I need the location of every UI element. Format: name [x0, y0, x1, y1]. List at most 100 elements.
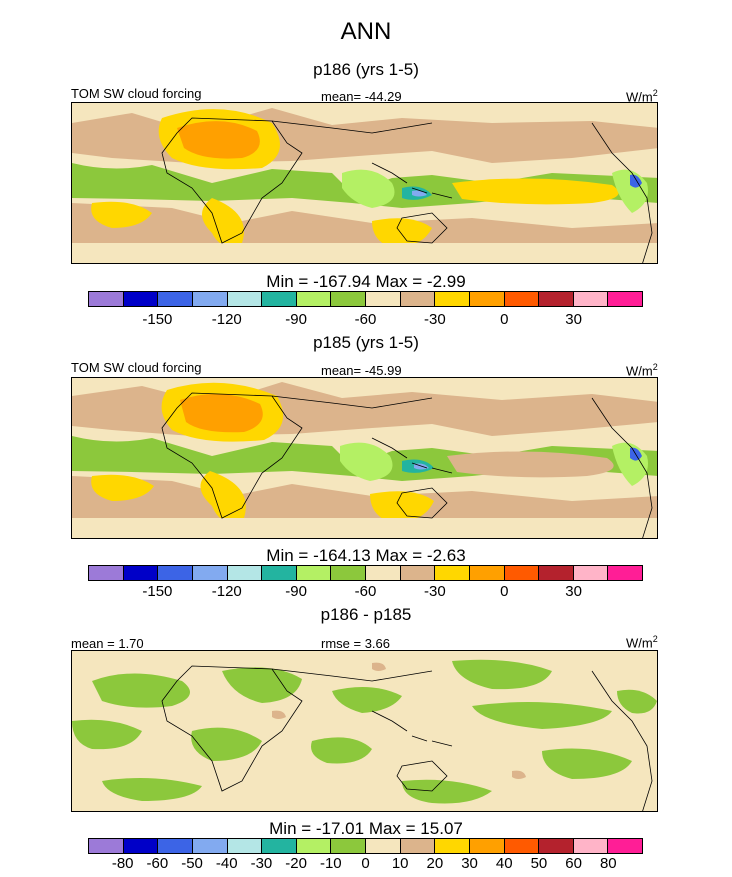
colorbar-box-7: [331, 566, 366, 580]
colorbar-box-6: [296, 566, 332, 580]
colorbar-tick-label: 80: [599, 855, 617, 872]
colorbar-box-3: [192, 292, 228, 306]
colorbar-box-5: [262, 292, 297, 306]
colorbar-box-6: [296, 292, 332, 306]
panel2-title: p185 (yrs 1-5): [313, 333, 419, 352]
panel3-map: [71, 650, 658, 812]
colorbar-box-2: [158, 839, 193, 853]
colorbar-box-14: [573, 839, 609, 853]
panel1-left-label: TOM SW cloud forcing: [71, 86, 202, 101]
panel1-title: p186 (yrs 1-5): [313, 60, 419, 79]
colorbar-box-13: [539, 839, 574, 853]
colorbar-tick-label: 40: [495, 855, 513, 872]
colorbar-box-1: [123, 292, 159, 306]
panel3-mean-label: mean = 1.70: [71, 636, 144, 651]
colorbar-box-14: [573, 566, 609, 580]
colorbar-box-8: [366, 566, 401, 580]
colorbar-tick-label: -90: [285, 583, 307, 600]
panel2-minmax: Min = -164.13 Max = -2.63: [266, 546, 466, 565]
colorbar-box-11: [469, 839, 505, 853]
panel3-minmax: Min = -17.01 Max = 15.07: [269, 819, 463, 838]
colorbar-box-9: [400, 839, 436, 853]
colorbar-box-3: [192, 839, 228, 853]
colorbar-box-12: [504, 292, 540, 306]
panel3-colorbar: [88, 838, 643, 854]
colorbar-box-7: [331, 839, 366, 853]
colorbar-tick-label: -30: [250, 855, 273, 872]
colorbar-box-11: [469, 566, 505, 580]
panel3-rmse-label: rmse = 3.66: [321, 636, 391, 651]
colorbar-box-8: [366, 839, 401, 853]
panel2-left-label: TOM SW cloud forcing: [71, 360, 202, 375]
colorbar-tick-label: 0: [500, 583, 509, 600]
colorbar-tick-label: -80: [111, 855, 134, 872]
colorbar-tick-label: 10: [391, 855, 409, 872]
colorbar-tick-label: -20: [285, 855, 307, 872]
colorbar-box-10: [435, 566, 470, 580]
colorbar-tick-label: 60: [565, 855, 582, 872]
colorbar-box-4: [227, 839, 263, 853]
panel2-colorbar: [88, 565, 643, 581]
colorbar-tick-label: -120: [211, 583, 242, 600]
colorbar-tick-label: -30: [424, 583, 446, 600]
colorbar-box-15: [608, 292, 642, 306]
colorbar-box-15: [608, 839, 642, 853]
panel1-minmax: Min = -167.94 Max = -2.99: [266, 272, 466, 291]
colorbar-box-14: [573, 292, 609, 306]
panel2-map: [71, 377, 658, 539]
colorbar-box-5: [262, 566, 297, 580]
panel1-colorbar: [88, 291, 643, 307]
colorbar-box-5: [262, 839, 297, 853]
colorbar-box-1: [123, 839, 159, 853]
colorbar-box-7: [331, 292, 366, 306]
panel1-colorbar-ticks: -150 -120 -90 -60 -30 0 30: [88, 311, 643, 331]
colorbar-tick-label: -90: [285, 311, 307, 328]
colorbar-tick-label: 50: [530, 855, 548, 872]
colorbar-box-2: [158, 292, 193, 306]
colorbar-tick-label: 0: [361, 855, 370, 872]
colorbar-box-15: [608, 566, 642, 580]
panel3-units: W/m2: [626, 634, 658, 651]
colorbar-box-13: [539, 292, 574, 306]
panel1-units: W/m2: [626, 88, 658, 105]
colorbar-box-2: [158, 566, 193, 580]
panel2-colorbar-ticks: -150 -120 -90 -60 -30 0 30: [88, 583, 643, 603]
colorbar-box-8: [366, 292, 401, 306]
colorbar-tick-label: -40: [215, 855, 238, 872]
colorbar-box-13: [539, 566, 574, 580]
colorbar-tick-label: -60: [354, 311, 377, 328]
colorbar-box-10: [435, 839, 470, 853]
colorbar-tick-label: -50: [181, 855, 203, 872]
colorbar-box-9: [400, 566, 436, 580]
colorbar-box-12: [504, 839, 540, 853]
panel1-map: [71, 102, 658, 264]
colorbar-tick-label: 0: [500, 311, 509, 328]
panel2-units: W/m2: [626, 362, 658, 379]
colorbar-box-6: [296, 839, 332, 853]
panel1-mean-label: mean= -44.29: [321, 89, 402, 104]
colorbar-tick-label: -60: [146, 855, 169, 872]
colorbar-box-0: [89, 292, 124, 306]
colorbar-box-11: [469, 292, 505, 306]
colorbar-box-12: [504, 566, 540, 580]
colorbar-tick-label: 30: [565, 583, 582, 600]
colorbar-box-0: [89, 566, 124, 580]
colorbar-box-4: [227, 292, 263, 306]
colorbar-tick-label: -30: [424, 311, 446, 328]
panel3-title: p186 - p185: [320, 605, 412, 624]
colorbar-tick-label: -10: [319, 855, 342, 872]
colorbar-tick-label: 20: [426, 855, 444, 872]
colorbar-box-1: [123, 566, 159, 580]
panel3-colorbar-ticks: -80 -60 -50 -40 -30 -20 -10 0 10 20 30 40 50 60 80: [88, 855, 643, 875]
colorbar-tick-label: -120: [211, 311, 242, 328]
colorbar-tick-label: 30: [461, 855, 478, 872]
colorbar-box-9: [400, 292, 436, 306]
panel2-mean-label: mean= -45.99: [321, 363, 402, 378]
colorbar-tick-label: -150: [142, 311, 173, 328]
figure-title: ANN: [340, 18, 392, 45]
colorbar-tick-label: -60: [354, 583, 377, 600]
colorbar-tick-label: -150: [142, 583, 173, 600]
colorbar-box-10: [435, 292, 470, 306]
colorbar-tick-label: 30: [565, 311, 582, 328]
colorbar-box-4: [227, 566, 263, 580]
